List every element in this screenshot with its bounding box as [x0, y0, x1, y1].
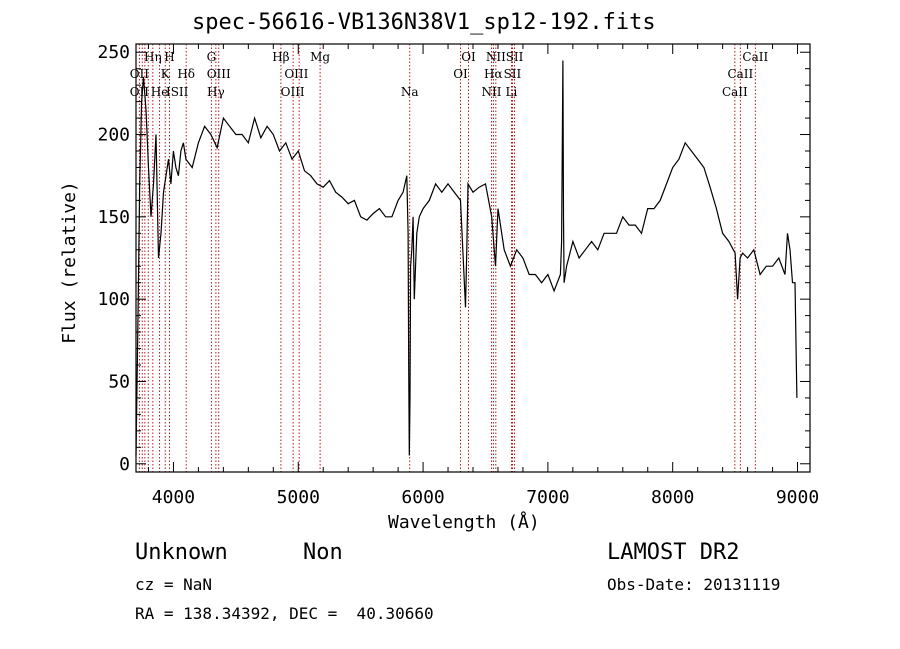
- line-label: Na: [401, 85, 419, 99]
- object-class: Unknown: [135, 540, 228, 565]
- axes: 4000 5000 6000 7000 8000 9000 0 50 100 150 200 250: [97, 42, 819, 508]
- x-tick-label: 9000: [776, 487, 819, 508]
- emission-line-markers: [138, 44, 756, 472]
- y-tick-label: 250: [97, 42, 130, 63]
- spectrum-line: [135, 60, 798, 456]
- x-axis-label: Wavelength (Å): [388, 512, 540, 533]
- line-label: Hη: [144, 50, 162, 64]
- plot-frame: [135, 43, 811, 473]
- x-tick-label: 7000: [526, 487, 569, 508]
- x-tick-label: 4000: [152, 487, 195, 508]
- line-label: OII: [130, 85, 150, 99]
- line-label: CaII: [727, 67, 753, 81]
- line-label: OI: [461, 50, 476, 64]
- line-label: SII: [506, 50, 524, 64]
- line-label: OI: [453, 67, 468, 81]
- line-label: OII: [130, 67, 150, 81]
- coordinates-text: RA = 138.34392, DEC = 40.30660: [135, 604, 434, 623]
- line-label: Li: [506, 85, 518, 99]
- obs-date: Obs-Date: 20131119: [607, 575, 781, 594]
- line-label: G: [207, 50, 217, 64]
- y-tick-label: 200: [97, 125, 130, 146]
- line-label: H: [164, 50, 174, 64]
- survey-name: LAMOST DR2: [607, 540, 740, 565]
- y-tick-label: 0: [119, 454, 130, 475]
- x-tick-label: 8000: [651, 487, 694, 508]
- line-label: NII: [486, 50, 506, 64]
- y-tick-label: 150: [97, 207, 130, 228]
- x-tick-label: 6000: [401, 487, 444, 508]
- line-labels: OIIOIIHηHeKHISIIHδGOIIIHγHβOIIIOIIIMgNaO…: [130, 50, 769, 99]
- line-label: Hγ: [207, 85, 225, 99]
- line-label: Mg: [310, 50, 330, 64]
- line-label: K: [161, 67, 171, 81]
- y-tick-label: 100: [97, 289, 130, 310]
- line-label: SII: [504, 67, 522, 81]
- line-label: OIII: [207, 67, 231, 81]
- line-label: OIII: [284, 67, 308, 81]
- object-subclass: Non: [303, 540, 343, 565]
- line-label: Hδ: [177, 67, 195, 81]
- line-label: CaII: [742, 50, 768, 64]
- line-label: NII: [481, 85, 501, 99]
- chart-title: spec-56616-VB136N38V1_sp12-192.fits: [192, 10, 656, 35]
- x-tick-label: 5000: [277, 487, 320, 508]
- redshift-text: cz = NaN: [135, 575, 213, 594]
- y-axis-label: Flux (relative): [58, 181, 80, 344]
- line-label: Hβ: [272, 50, 289, 64]
- line-label: He: [151, 85, 169, 99]
- line-label: ISII: [166, 85, 189, 99]
- line-label: Hα: [484, 67, 503, 81]
- y-tick-label: 50: [108, 371, 130, 392]
- line-label: OIII: [281, 85, 305, 99]
- line-label: CaII: [722, 85, 748, 99]
